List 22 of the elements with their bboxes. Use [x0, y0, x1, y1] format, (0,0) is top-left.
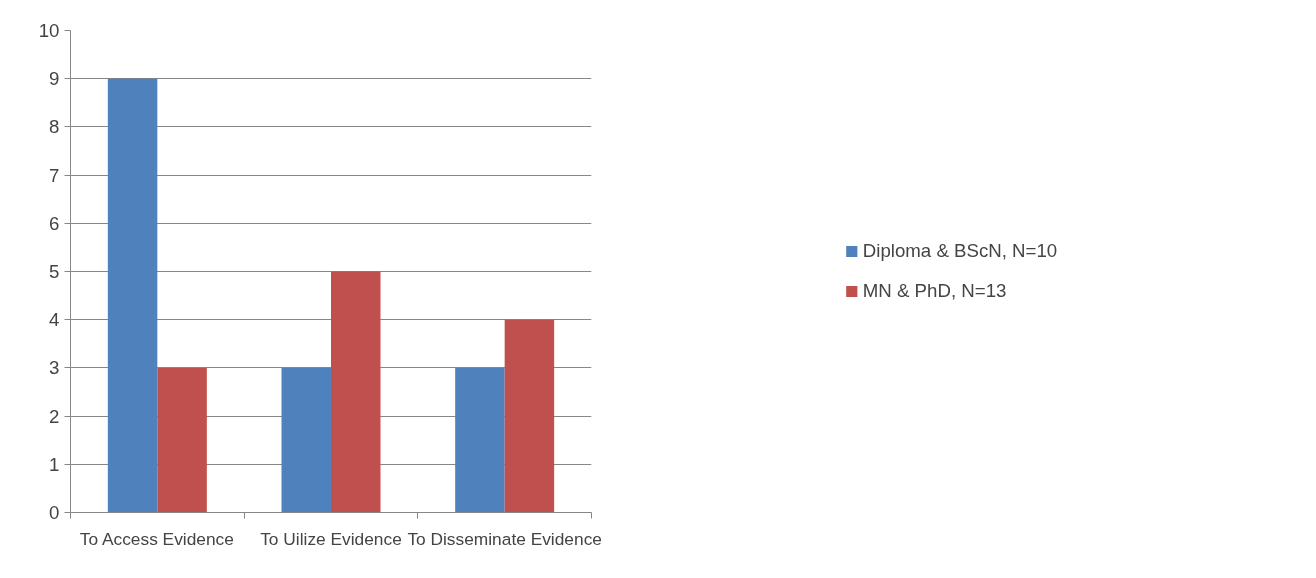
bar — [281, 367, 331, 513]
legend-label: Diploma & BScN, N=10 — [862, 240, 1058, 262]
y-tick-label: 3 — [49, 357, 60, 379]
y-tick-label: 8 — [49, 116, 60, 138]
y-tick-label: 2 — [49, 405, 60, 427]
x-tick-label: To Disseminate Evidence — [407, 528, 602, 549]
y-tick-label: 1 — [49, 453, 60, 475]
bar — [107, 78, 158, 513]
y-tick-label: 4 — [49, 309, 60, 331]
bar — [455, 367, 505, 513]
x-tick-label: To Access Evidence — [79, 528, 234, 549]
y-tick-label: 9 — [49, 68, 60, 90]
y-tick-label: 10 — [38, 20, 60, 41]
bar — [331, 271, 381, 513]
x-tick-label: To Uilize Evidence — [260, 528, 402, 549]
y-tick-label: 6 — [49, 212, 60, 234]
legend-label: MN & PhD, N=13 — [862, 280, 1007, 302]
y-tick-label: 5 — [49, 261, 60, 282]
y-tick-label: 7 — [49, 164, 60, 186]
bar — [157, 367, 207, 513]
bar — [504, 319, 555, 513]
y-tick-label: 0 — [49, 502, 60, 523]
